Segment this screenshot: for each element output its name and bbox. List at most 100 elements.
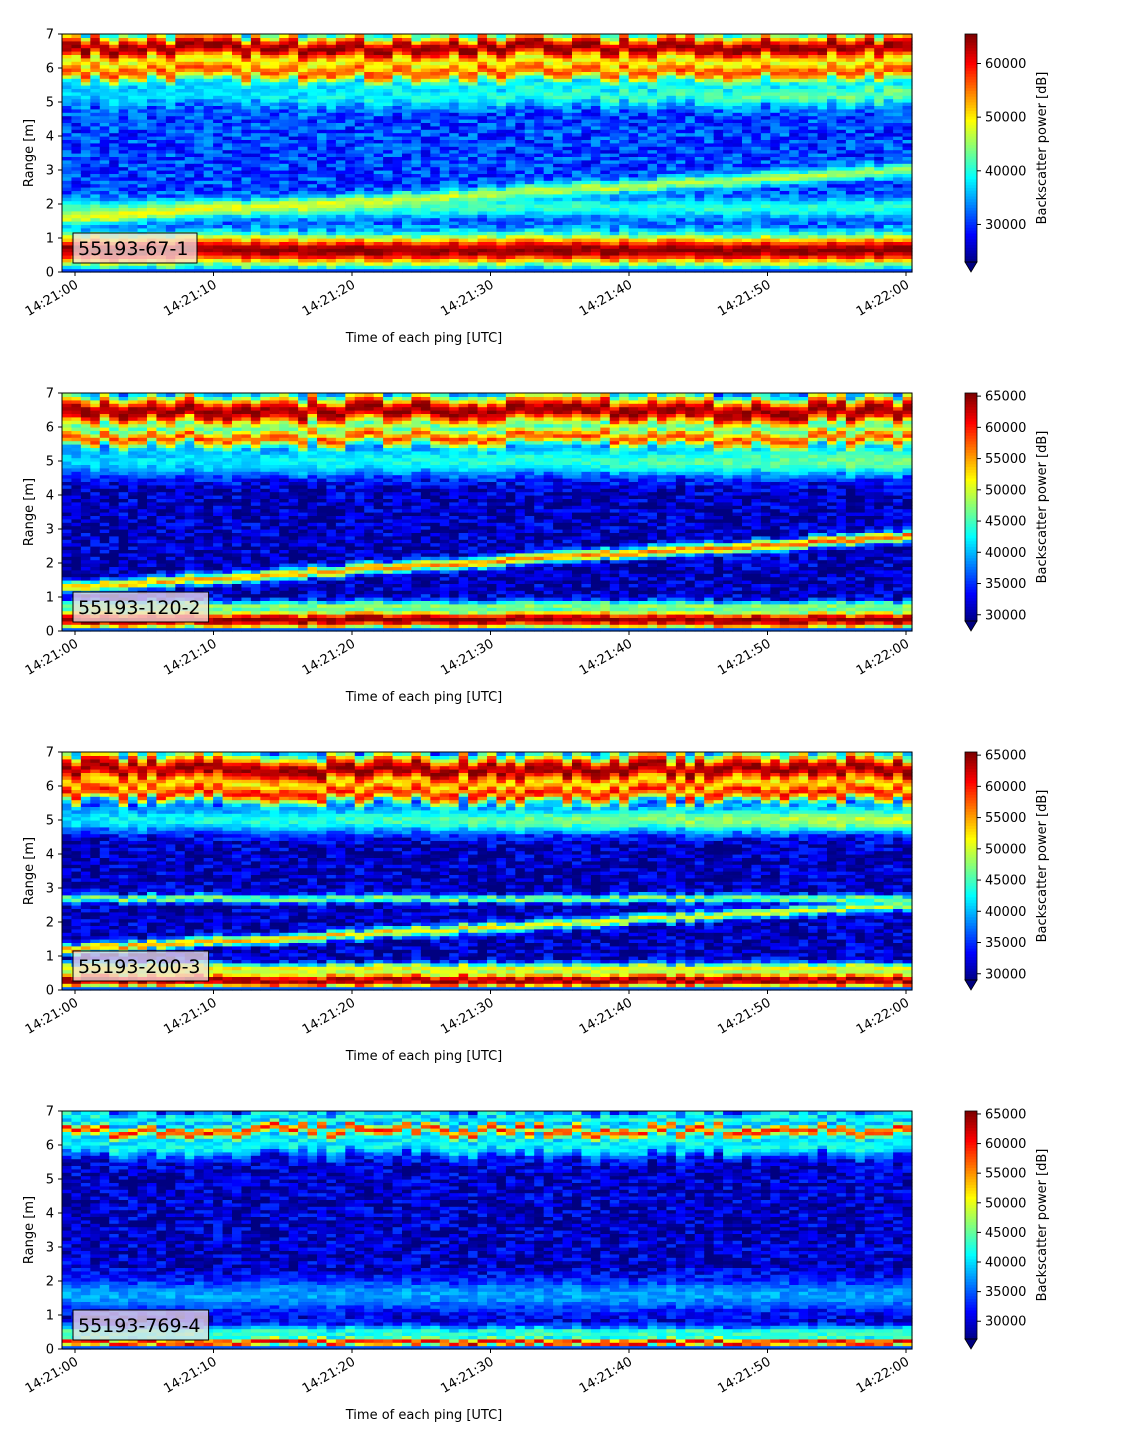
- heatmap-cell: [326, 228, 336, 232]
- heatmap-cell: [298, 252, 308, 256]
- heatmap-cell: [270, 194, 280, 198]
- heatmap-cell: [279, 177, 289, 181]
- heatmap-cell: [496, 177, 506, 181]
- heatmap-cell: [289, 228, 299, 232]
- heatmap-cell: [251, 265, 261, 269]
- heatmap-cell: [610, 160, 620, 164]
- heatmap-cell: [459, 235, 469, 239]
- heatmap-cell: [194, 160, 204, 164]
- heatmap-cell: [440, 228, 450, 232]
- heatmap-cell: [251, 133, 261, 137]
- heatmap-cell: [260, 201, 270, 205]
- heatmap-cell: [525, 184, 535, 188]
- heatmap-cell: [308, 160, 318, 164]
- heatmap-cell: [109, 228, 119, 232]
- heatmap-cell: [525, 218, 535, 222]
- heatmap-cell: [449, 34, 459, 38]
- heatmap-cell: [317, 184, 327, 188]
- heatmap-cell: [308, 133, 318, 137]
- heatmap-cell: [223, 245, 233, 249]
- heatmap-cell: [506, 143, 516, 147]
- heatmap-cell: [393, 194, 403, 198]
- heatmap-cell: [232, 218, 242, 222]
- heatmap-cell: [119, 177, 129, 181]
- heatmap-cell: [544, 133, 554, 137]
- heatmap-cell: [185, 194, 195, 198]
- heatmap-cell: [241, 201, 251, 205]
- heatmap-cell: [591, 150, 601, 154]
- heatmap-cell: [600, 133, 610, 137]
- heatmap-cell: [355, 150, 365, 154]
- heatmap-cell: [459, 218, 469, 222]
- heatmap-cell: [544, 252, 554, 256]
- heatmap-cell: [223, 34, 233, 38]
- heatmap-cell: [109, 150, 119, 154]
- heatmap-cell: [525, 133, 535, 137]
- heatmap-cell: [175, 177, 185, 181]
- heatmap-cell: [374, 194, 384, 198]
- heatmap-cell: [393, 133, 403, 137]
- heatmap-cell: [289, 218, 299, 222]
- heatmap-cell: [119, 201, 129, 205]
- heatmap-cell: [138, 177, 148, 181]
- heatmap-cell: [364, 252, 374, 256]
- heatmap-cell: [459, 211, 469, 215]
- heatmap-cell: [326, 143, 336, 147]
- heatmap-cell: [156, 184, 166, 188]
- heatmap-cell: [241, 150, 251, 154]
- heatmap-cell: [326, 133, 336, 137]
- heatmap-cell: [383, 201, 393, 205]
- heatmap-cell: [100, 194, 110, 198]
- heatmap-cell: [563, 177, 573, 181]
- heatmap-cell: [591, 211, 601, 215]
- heatmap-cell: [270, 228, 280, 232]
- heatmap-cell: [175, 160, 185, 164]
- heatmap-cell: [506, 252, 516, 256]
- heatmap-cell: [515, 211, 525, 215]
- heatmap-cell: [223, 143, 233, 147]
- heatmap-cell: [478, 34, 488, 38]
- heatmap-cell: [515, 133, 525, 137]
- heatmap-cell: [81, 201, 91, 205]
- heatmap-cell: [553, 211, 563, 215]
- heatmap-cell: [449, 143, 459, 147]
- heatmap-cell: [553, 150, 563, 154]
- heatmap-cell: [260, 265, 270, 269]
- heatmap-cell: [213, 160, 223, 164]
- heatmap-cell: [506, 150, 516, 154]
- heatmap-cell: [251, 228, 261, 232]
- heatmap-cell: [572, 252, 582, 256]
- heatmap-cell: [90, 184, 100, 188]
- heatmap-cell: [355, 228, 365, 232]
- heatmap-cell: [213, 211, 223, 215]
- heatmap-cell: [298, 218, 308, 222]
- heatmap-cell: [185, 211, 195, 215]
- heatmap-cell: [308, 201, 318, 205]
- heatmap-cell: [109, 160, 119, 164]
- heatmap-cell: [553, 177, 563, 181]
- heatmap-cell: [298, 133, 308, 137]
- heatmap-cell: [279, 228, 289, 232]
- heatmap-cell: [421, 143, 431, 147]
- heatmap-cell: [147, 160, 157, 164]
- heatmap-cell: [185, 201, 195, 205]
- heatmap-cell: [109, 265, 119, 269]
- heatmap-cell: [515, 177, 525, 181]
- heatmap-cell: [430, 34, 440, 38]
- heatmap-cell: [544, 34, 554, 38]
- heatmap-cell: [166, 177, 176, 181]
- heatmap-cell: [119, 211, 129, 215]
- heatmap-cell: [581, 133, 591, 137]
- heatmap-cell: [232, 143, 242, 147]
- heatmap-cell: [138, 201, 148, 205]
- heatmap-cell: [402, 143, 412, 147]
- heatmap-cell: [459, 150, 469, 154]
- heatmap-cell: [279, 201, 289, 205]
- heatmap-cell: [421, 218, 431, 222]
- heatmap-cell: [487, 167, 497, 171]
- heatmap-cell: [308, 34, 318, 38]
- heatmap-cell: [374, 150, 384, 154]
- heatmap-cell: [515, 143, 525, 147]
- heatmap-cell: [251, 201, 261, 205]
- heatmap-cell: [459, 34, 469, 38]
